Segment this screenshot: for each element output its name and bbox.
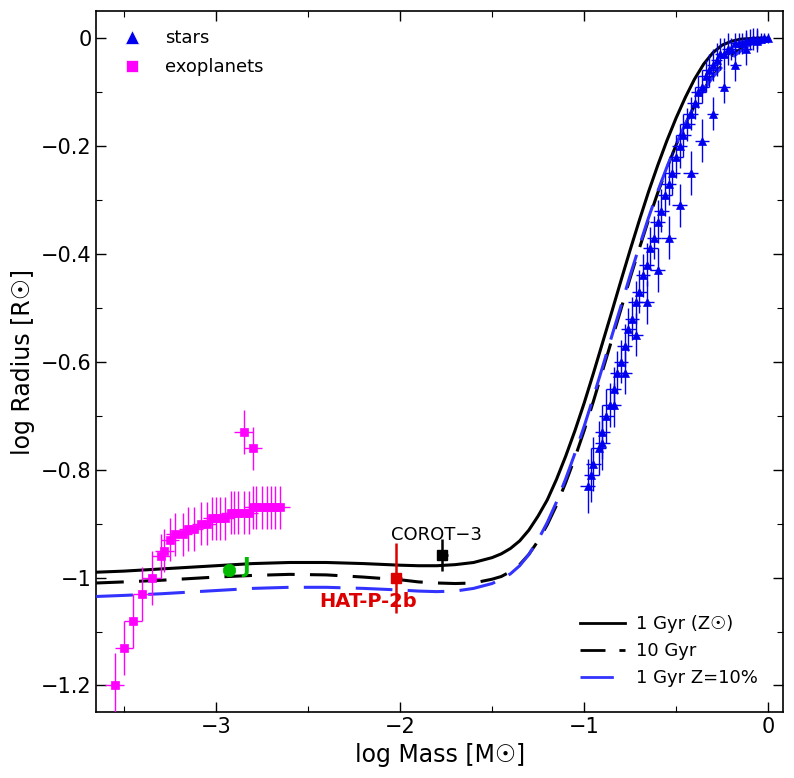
Legend: 1 Gyr (Z☉), 10 Gyr, 1 Gyr Z=10%: 1 Gyr (Z☉), 10 Gyr, 1 Gyr Z=10% (571, 606, 767, 696)
X-axis label: log Mass [M☉]: log Mass [M☉] (354, 743, 525, 767)
Text: HAT-P-2b: HAT-P-2b (319, 592, 417, 612)
Text: COROT−3: COROT−3 (391, 526, 482, 544)
Y-axis label: log Radius [R☉]: log Radius [R☉] (11, 268, 35, 455)
Text: J: J (241, 557, 249, 576)
